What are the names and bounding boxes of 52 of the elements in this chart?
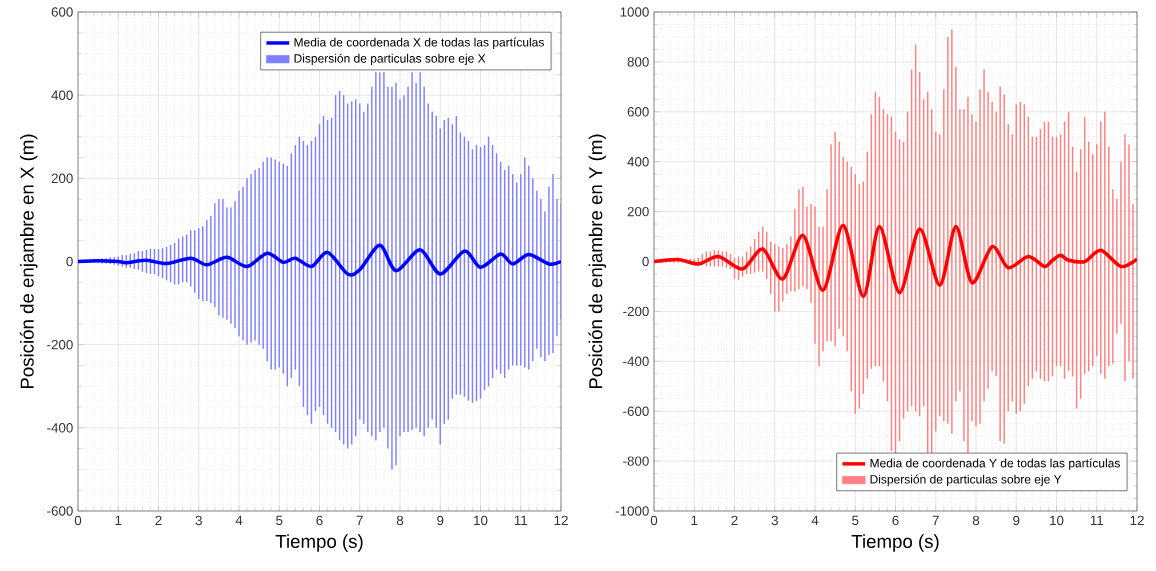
legend-label: Media de coordenada Y de todas las partículas — [870, 458, 1120, 470]
y-tick-label: 600 — [51, 7, 73, 17]
x-tick-label: 9 — [437, 515, 444, 526]
x-tick-label: 3 — [771, 515, 778, 526]
x-tick-label: 6 — [892, 515, 899, 526]
x-tick-label: 0 — [650, 515, 658, 526]
y-tick-label: 200 — [51, 173, 73, 184]
y-tick-label: 400 — [51, 90, 73, 100]
y-tick-label: -200 — [47, 339, 73, 350]
y-tick-label: -400 — [623, 356, 649, 367]
x-tick-label: 12 — [554, 515, 568, 526]
x-tick-label: 1 — [115, 515, 122, 525]
legend-label: Dispersión de particulas sobre eje Y — [870, 474, 1062, 486]
y-axis-title: Posición de enjambre en X (m) — [19, 134, 38, 389]
x-tick-label: 4 — [235, 515, 243, 525]
legend-label: Dispersión de particulas sobre eje X — [294, 53, 486, 66]
y-tick-label: -200 — [623, 306, 649, 317]
y-tick-label: 0 — [66, 256, 73, 267]
y-tick-label: -800 — [623, 456, 649, 466]
x-tick-label: 3 — [195, 515, 202, 526]
x-tick-label: 0 — [74, 515, 82, 526]
x-tick-label: 5 — [276, 515, 283, 526]
x-tick-label: 2 — [155, 515, 162, 526]
x-tick-label: 1 — [691, 515, 698, 525]
x-tick-label: 11 — [1090, 515, 1104, 525]
x-tick-label: 7 — [932, 515, 939, 525]
x-tick-label: 12 — [1130, 515, 1144, 526]
x-axis-title: Tiempo (s) — [275, 534, 363, 552]
y-tick-label: 600 — [627, 107, 649, 117]
x-axis-title: Tiempo (s) — [851, 534, 939, 552]
y-tick-label: -600 — [623, 406, 649, 416]
y-axis-title: Posición de enjambre en Y (m) — [588, 134, 607, 389]
x-tick-label: 8 — [972, 515, 980, 526]
y-tick-label: 200 — [627, 206, 649, 217]
x-tick-label: 10 — [1050, 515, 1064, 526]
x-tick-label: 4 — [811, 515, 819, 525]
x-tick-label: 6 — [316, 515, 323, 526]
y-tick-label: -400 — [47, 423, 73, 433]
y-tick-label: 800 — [627, 57, 649, 67]
x-tick-label: 5 — [852, 515, 859, 526]
y-tick-label: -1000 — [615, 506, 649, 516]
x-tick-label: 8 — [396, 515, 404, 526]
y-tick-label: 0 — [642, 256, 649, 267]
x-tick-label: 10 — [474, 515, 488, 526]
x-tick-label: 2 — [731, 515, 738, 526]
y-tick-label: 1000 — [620, 7, 649, 17]
x-tick-label: 11 — [514, 515, 528, 525]
x-tick-label: 7 — [356, 515, 363, 525]
y-tick-label: 400 — [627, 156, 649, 167]
x-tick-label: 9 — [1013, 515, 1020, 526]
y-tick-label: -600 — [47, 506, 73, 516]
legend-label: Media de coordenada X de todas las partículas — [294, 37, 544, 49]
